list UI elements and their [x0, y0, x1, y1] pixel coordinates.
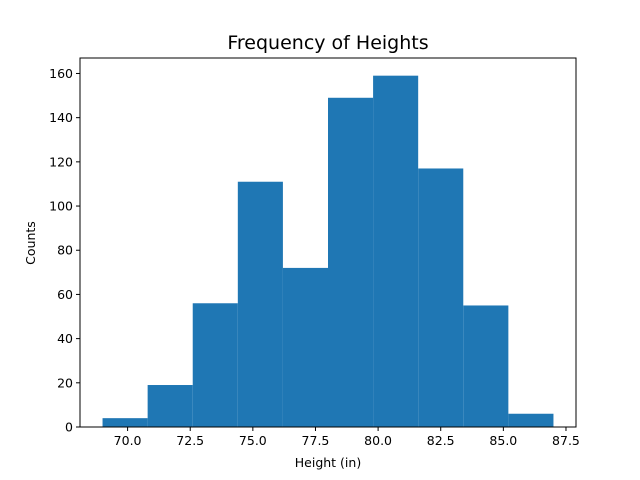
- histogram-bar: [328, 97, 374, 427]
- x-axis-label: Height (in): [295, 455, 361, 470]
- histogram-bar: [373, 75, 419, 428]
- y-tick-label: 0: [65, 420, 73, 435]
- chart-title: Frequency of Heights: [227, 32, 428, 54]
- x-tick-label: 77.5: [302, 433, 330, 448]
- y-axis-label: Counts: [23, 221, 38, 265]
- histogram-bar: [237, 181, 283, 427]
- histogram-bar: [147, 385, 193, 427]
- x-tick-label: 75.0: [239, 433, 267, 448]
- histogram-bar: [418, 168, 464, 427]
- y-tick-label: 20: [57, 375, 73, 390]
- y-tick-label: 60: [57, 287, 73, 302]
- y-axis-ticks: 0 20 40 60 80 100 120 140 160: [49, 66, 80, 435]
- histogram-bar: [508, 413, 554, 427]
- histogram-bar: [192, 303, 238, 427]
- x-tick-label: 87.5: [552, 433, 580, 448]
- x-tick-label: 80.0: [364, 433, 392, 448]
- histogram-bar: [463, 305, 509, 427]
- x-tick-label: 70.0: [114, 433, 142, 448]
- histogram-bar: [102, 418, 148, 427]
- y-tick-label: 40: [57, 331, 73, 346]
- x-tick-label: 85.0: [489, 433, 517, 448]
- y-tick-label: 120: [49, 154, 73, 169]
- x-tick-label: 82.5: [427, 433, 455, 448]
- y-tick-label: 140: [49, 110, 73, 125]
- x-axis-ticks: 70.0 72.5 75.0 77.5 80.0 82.5 85.0 87.5: [114, 427, 580, 448]
- y-tick-label: 80: [57, 243, 73, 258]
- plot-frame: [79, 57, 577, 428]
- x-tick-label: 72.5: [176, 433, 204, 448]
- histogram-bar: [282, 267, 328, 427]
- y-tick-label: 160: [49, 66, 73, 81]
- y-tick-label: 100: [49, 199, 73, 214]
- bars-group: [102, 75, 554, 428]
